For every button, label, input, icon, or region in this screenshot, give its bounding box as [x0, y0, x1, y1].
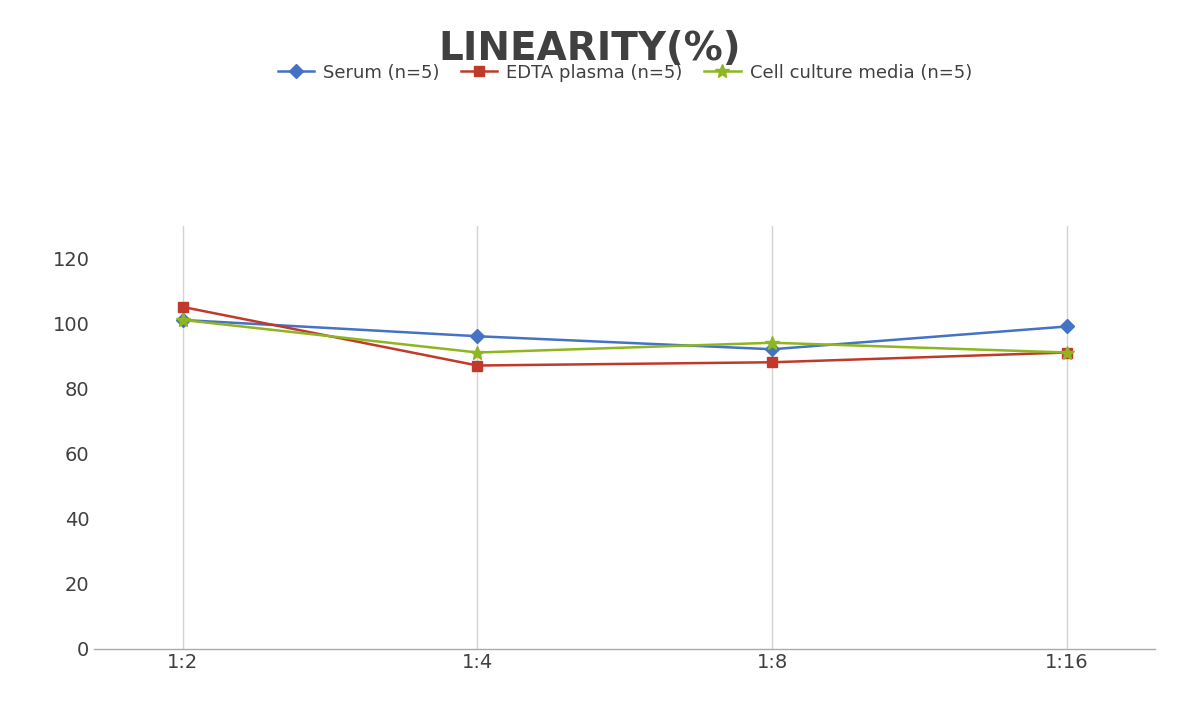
- EDTA plasma (n=5): [1060, 348, 1074, 357]
- Cell culture media (n=5): [765, 338, 779, 347]
- Cell culture media (n=5): [176, 316, 190, 324]
- EDTA plasma (n=5): [765, 358, 779, 367]
- Serum (n=5): [1060, 322, 1074, 331]
- EDTA plasma (n=5): [470, 361, 485, 369]
- Serum (n=5): [765, 345, 779, 353]
- Legend: Serum (n=5), EDTA plasma (n=5), Cell culture media (n=5): Serum (n=5), EDTA plasma (n=5), Cell cul…: [271, 57, 979, 90]
- Serum (n=5): [176, 316, 190, 324]
- Line: EDTA plasma (n=5): EDTA plasma (n=5): [178, 302, 1072, 370]
- Cell culture media (n=5): [1060, 348, 1074, 357]
- Serum (n=5): [470, 332, 485, 341]
- Line: Cell culture media (n=5): Cell culture media (n=5): [176, 313, 1074, 360]
- Text: LINEARITY(%): LINEARITY(%): [439, 30, 740, 68]
- EDTA plasma (n=5): [176, 302, 190, 311]
- Line: Serum (n=5): Serum (n=5): [178, 315, 1072, 354]
- Cell culture media (n=5): [470, 348, 485, 357]
